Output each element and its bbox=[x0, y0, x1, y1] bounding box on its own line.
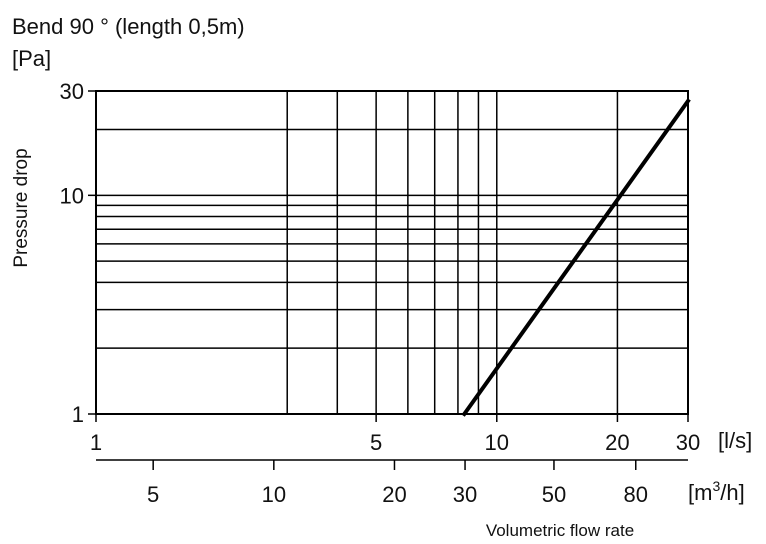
y-axis-label: Pressure drop bbox=[11, 148, 32, 267]
secondary-x-tick-label: 80 bbox=[624, 482, 648, 507]
series-line bbox=[461, 98, 691, 417]
x-tick-label: 1 bbox=[90, 430, 102, 455]
chart-title: Bend 90 ° (length 0,5m) bbox=[12, 14, 245, 39]
secondary-x-tick-label: 30 bbox=[453, 482, 477, 507]
y-tick-label: 30 bbox=[60, 79, 84, 104]
y-tick-labels: 1 10 30 bbox=[60, 79, 96, 427]
secondary-x-unit-label: [m3/h] bbox=[688, 478, 745, 505]
y-tick-label: 10 bbox=[60, 183, 84, 208]
secondary-x-tick-label: 20 bbox=[382, 482, 406, 507]
secondary-x-tick-label: 5 bbox=[147, 482, 159, 507]
x-tick-labels: 1 5 10 20 30 bbox=[90, 414, 700, 455]
x-axis-label: Volumetric flow rate bbox=[486, 521, 634, 540]
secondary-x-ticks: 5 10 20 30 50 80 bbox=[147, 460, 648, 507]
secondary-x-tick-label: 10 bbox=[262, 482, 286, 507]
horizontal-gridlines bbox=[96, 90, 688, 415]
x-tick-label: 30 bbox=[676, 430, 700, 455]
data-series bbox=[461, 98, 691, 417]
x-tick-label: 10 bbox=[485, 430, 509, 455]
x-tick-label: 5 bbox=[370, 430, 382, 455]
y-unit-label: [Pa] bbox=[12, 46, 51, 71]
plot-area-frame bbox=[95, 90, 689, 415]
x-unit-label: [l/s] bbox=[718, 428, 752, 453]
x-tick-label: 20 bbox=[605, 430, 629, 455]
secondary-x-tick-label: 50 bbox=[542, 482, 566, 507]
vertical-gridlines bbox=[286, 91, 689, 414]
y-tick-label: 1 bbox=[72, 402, 84, 427]
